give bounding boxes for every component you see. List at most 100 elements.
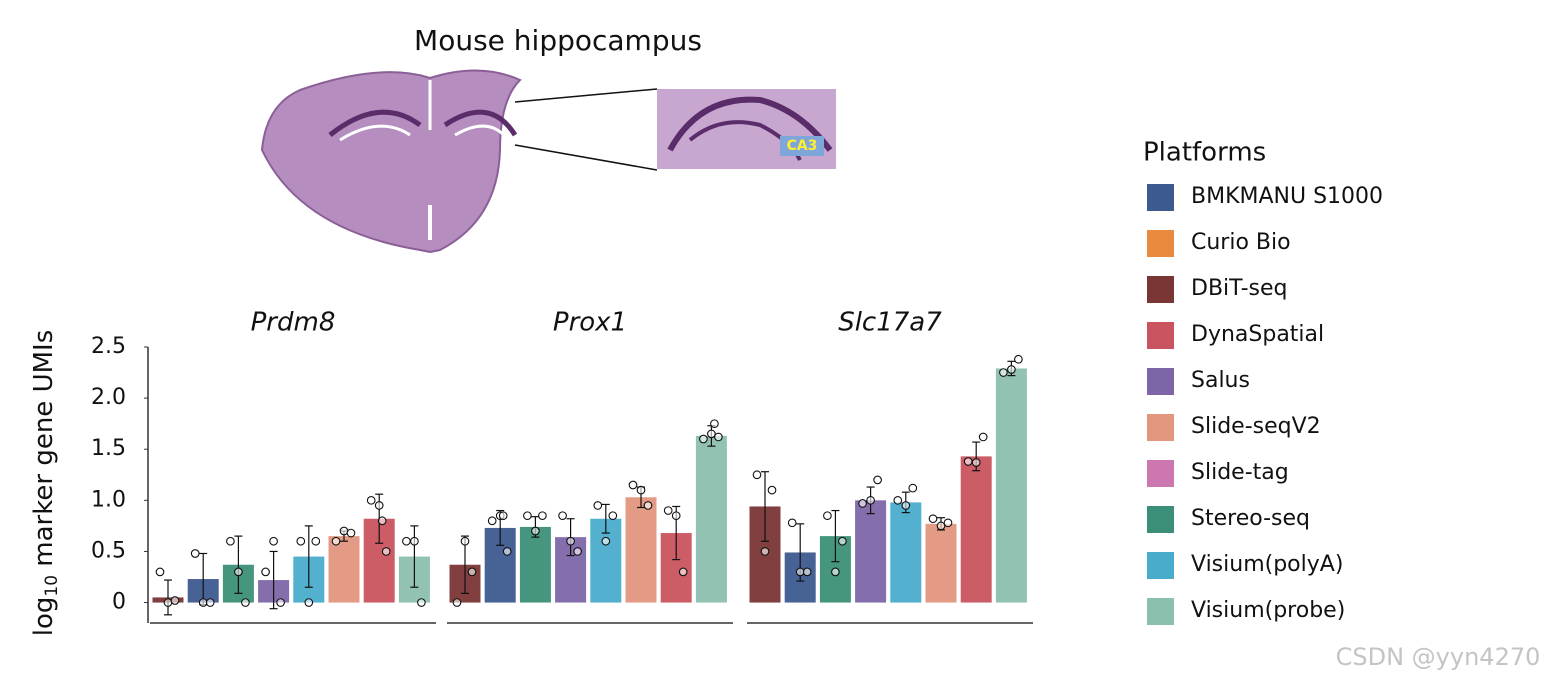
- legend-label: Visium(probe): [1191, 598, 1345, 623]
- bar: [519, 526, 551, 603]
- replicate-point: [671, 511, 681, 521]
- replicate-point: [170, 596, 180, 605]
- error-bar: [601, 503, 610, 534]
- replicate-point: [663, 506, 673, 515]
- replicate-point: [402, 536, 411, 546]
- replicate-point: [573, 547, 582, 556]
- replicate-point: [523, 511, 532, 521]
- replicate-point: [1014, 354, 1023, 364]
- replicate-point: [636, 485, 646, 495]
- legend-swatch: [1147, 552, 1174, 579]
- replicate-point: [699, 434, 708, 444]
- replicate-point: [531, 526, 540, 536]
- replicate-point: [296, 536, 306, 546]
- y-axis-label-sub: 10: [42, 575, 62, 597]
- legend-title: Platforms: [1143, 138, 1266, 168]
- replicate-point: [823, 511, 832, 521]
- legend-label: Salus: [1191, 368, 1250, 393]
- replicate-point: [502, 547, 512, 556]
- legend-swatch: [1147, 414, 1174, 441]
- replicate-point: [374, 501, 384, 510]
- replicate-point: [593, 501, 603, 510]
- error-bar: [761, 471, 769, 542]
- y-tick-label: 0.5: [91, 538, 126, 563]
- replicate-point: [205, 598, 215, 607]
- replicate-point: [901, 501, 911, 510]
- replicate-point: [707, 429, 716, 439]
- panel-title: Slc17a7: [838, 308, 942, 338]
- legend-label: Slide-tag: [1191, 460, 1289, 485]
- error-bar: [461, 535, 469, 594]
- replicate-point: [226, 536, 235, 546]
- replicate-point: [971, 458, 981, 467]
- watermark: CSDN @yyn4270: [1336, 643, 1541, 671]
- bar: [890, 502, 922, 603]
- legend-swatch: [1147, 184, 1174, 211]
- replicate-point: [943, 518, 953, 528]
- replicate-point: [831, 567, 840, 577]
- replicate-point: [304, 598, 314, 607]
- error-bar: [234, 535, 243, 594]
- legend-label: DBiT-seq: [1191, 276, 1287, 301]
- replicate-point: [467, 567, 477, 577]
- bar: [695, 435, 727, 603]
- replicate-point: [936, 521, 946, 531]
- legend-swatch: [1147, 598, 1174, 625]
- inset-label: CA3: [787, 138, 818, 154]
- replicate-point: [838, 536, 847, 546]
- replicate-point: [190, 549, 200, 558]
- replicate-point: [1007, 365, 1016, 374]
- bar: [855, 500, 887, 603]
- panel-title: Prdm8: [251, 308, 336, 338]
- replicate-point: [163, 598, 173, 607]
- replicate-point: [760, 547, 770, 556]
- replicate-point: [767, 485, 777, 495]
- legend-label: Visium(polyA): [1191, 552, 1343, 577]
- replicate-point: [377, 516, 387, 526]
- replicate-point: [963, 457, 973, 466]
- replicate-point: [538, 511, 547, 521]
- legend-label: Slide-seqV2: [1191, 414, 1321, 439]
- legend-swatch: [1147, 322, 1174, 349]
- replicate-point: [601, 536, 611, 546]
- replicate-point: [269, 536, 278, 546]
- legend-swatch: [1147, 368, 1174, 395]
- replicate-point: [873, 475, 882, 485]
- replicate-point: [928, 514, 938, 524]
- replicate-point: [346, 528, 356, 538]
- error-bar: [304, 525, 313, 588]
- legend-swatch: [1147, 506, 1174, 533]
- replicate-point: [366, 495, 376, 505]
- bar: [625, 497, 657, 603]
- bar: [328, 536, 360, 603]
- replicate-point: [261, 567, 270, 577]
- replicate-point: [558, 511, 567, 521]
- y-tick-label: 1.5: [91, 436, 126, 461]
- replicate-point: [460, 536, 470, 546]
- replicate-point: [381, 547, 391, 556]
- error-bar: [269, 550, 278, 610]
- replicate-point: [339, 526, 349, 536]
- replicate-point: [498, 511, 508, 521]
- replicate-point: [276, 598, 285, 607]
- replicate-point: [452, 598, 462, 607]
- legend-label: DynaSpatial: [1191, 322, 1324, 347]
- replicate-point: [678, 567, 688, 577]
- y-tick-label: 2.0: [91, 385, 126, 410]
- figure-title: Mouse hippocampus: [414, 24, 702, 57]
- y-tick-label: 0: [112, 590, 126, 615]
- replicate-point: [311, 536, 321, 546]
- legend-label: Stereo-seq: [1191, 506, 1310, 531]
- replicate-point: [628, 480, 638, 490]
- replicate-point: [234, 567, 243, 577]
- replicate-point: [710, 419, 719, 429]
- replicate-point: [908, 483, 918, 493]
- replicate-point: [417, 598, 426, 607]
- replicate-point: [487, 516, 497, 526]
- replicate-point: [858, 499, 867, 508]
- replicate-point: [802, 567, 812, 577]
- zoom-line: [514, 144, 658, 171]
- replicate-point: [155, 567, 165, 577]
- panel-title: Prox1: [553, 308, 627, 338]
